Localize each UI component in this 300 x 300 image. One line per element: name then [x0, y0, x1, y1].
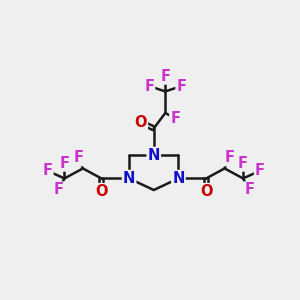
Text: F: F	[176, 79, 187, 94]
Text: O: O	[95, 184, 108, 199]
Text: N: N	[123, 171, 135, 186]
Text: F: F	[238, 155, 248, 170]
Text: F: F	[160, 68, 170, 83]
Text: F: F	[144, 79, 154, 94]
Text: F: F	[224, 150, 234, 165]
Text: N: N	[148, 148, 160, 163]
Text: O: O	[134, 115, 147, 130]
Text: O: O	[200, 184, 212, 199]
Text: F: F	[73, 150, 83, 165]
Text: N: N	[172, 171, 184, 186]
Text: F: F	[170, 111, 180, 126]
Text: F: F	[53, 182, 63, 197]
Text: F: F	[43, 163, 52, 178]
Text: F: F	[255, 163, 265, 178]
Text: F: F	[244, 182, 254, 197]
Text: F: F	[59, 155, 69, 170]
